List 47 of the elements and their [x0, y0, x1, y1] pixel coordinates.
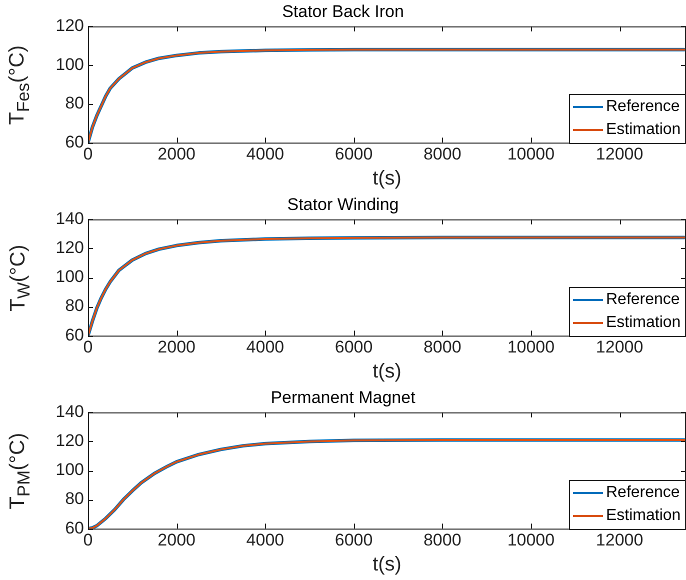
y-tick-label: 140 — [56, 402, 84, 422]
x-axis-title: t(s) — [372, 360, 402, 383]
y-tick-label: 100 — [56, 54, 84, 74]
x-tick-label: 0 — [83, 337, 93, 356]
x-tick-label: 10000 — [507, 337, 555, 356]
x-tick-label: 8000 — [423, 144, 462, 164]
legend-label: Estimation — [606, 507, 681, 526]
chart-title: Permanent Magnet — [270, 388, 416, 407]
legend-label: Reference — [606, 484, 680, 502]
x-tick-label: 10000 — [507, 530, 555, 550]
legend-label: Reference — [606, 98, 680, 116]
y-tick-label: 100 — [56, 460, 84, 480]
x-tick-label: 2000 — [158, 144, 196, 164]
legend-label: Estimation — [606, 121, 681, 140]
y-tick-label: 80 — [65, 94, 84, 113]
x-tick-label: 4000 — [246, 337, 284, 356]
x-axis-title: t(s) — [372, 168, 402, 190]
x-tick-label: 0 — [83, 144, 93, 164]
chart-title: Stator Winding — [287, 194, 399, 214]
x-tick-label: 12000 — [596, 337, 644, 356]
x-tick-label: 2000 — [158, 530, 196, 550]
x-tick-label: 8000 — [423, 530, 462, 550]
chart-title: Stator Back Iron — [282, 2, 404, 21]
x-tick-label: 6000 — [334, 530, 373, 550]
y-tick-label: 60 — [65, 132, 84, 152]
x-tick-label: 10000 — [507, 144, 555, 164]
x-tick-label: 4000 — [246, 530, 284, 550]
y-tick-label: 120 — [56, 238, 84, 258]
x-tick-label: 2000 — [158, 337, 196, 356]
legend-label: Reference — [606, 291, 680, 310]
y-tick-label: 100 — [56, 267, 84, 286]
y-tick-label: 60 — [65, 325, 84, 344]
x-tick-label: 12000 — [596, 144, 644, 164]
y-tick-label: 60 — [65, 518, 84, 538]
x-tick-label: 8000 — [423, 337, 462, 356]
x-tick-label: 4000 — [246, 144, 284, 164]
y-tick-label: 120 — [56, 16, 84, 36]
y-tick-label: 80 — [65, 489, 84, 508]
x-axis-title: t(s) — [372, 554, 402, 576]
y-tick-label: 140 — [56, 209, 84, 228]
x-tick-label: 6000 — [334, 337, 373, 356]
legend-label: Estimation — [606, 314, 681, 332]
x-tick-label: 6000 — [334, 144, 373, 164]
x-tick-label: 12000 — [596, 530, 644, 550]
y-tick-label: 80 — [65, 296, 84, 316]
y-tick-label: 120 — [56, 431, 84, 450]
x-tick-label: 0 — [83, 530, 93, 550]
